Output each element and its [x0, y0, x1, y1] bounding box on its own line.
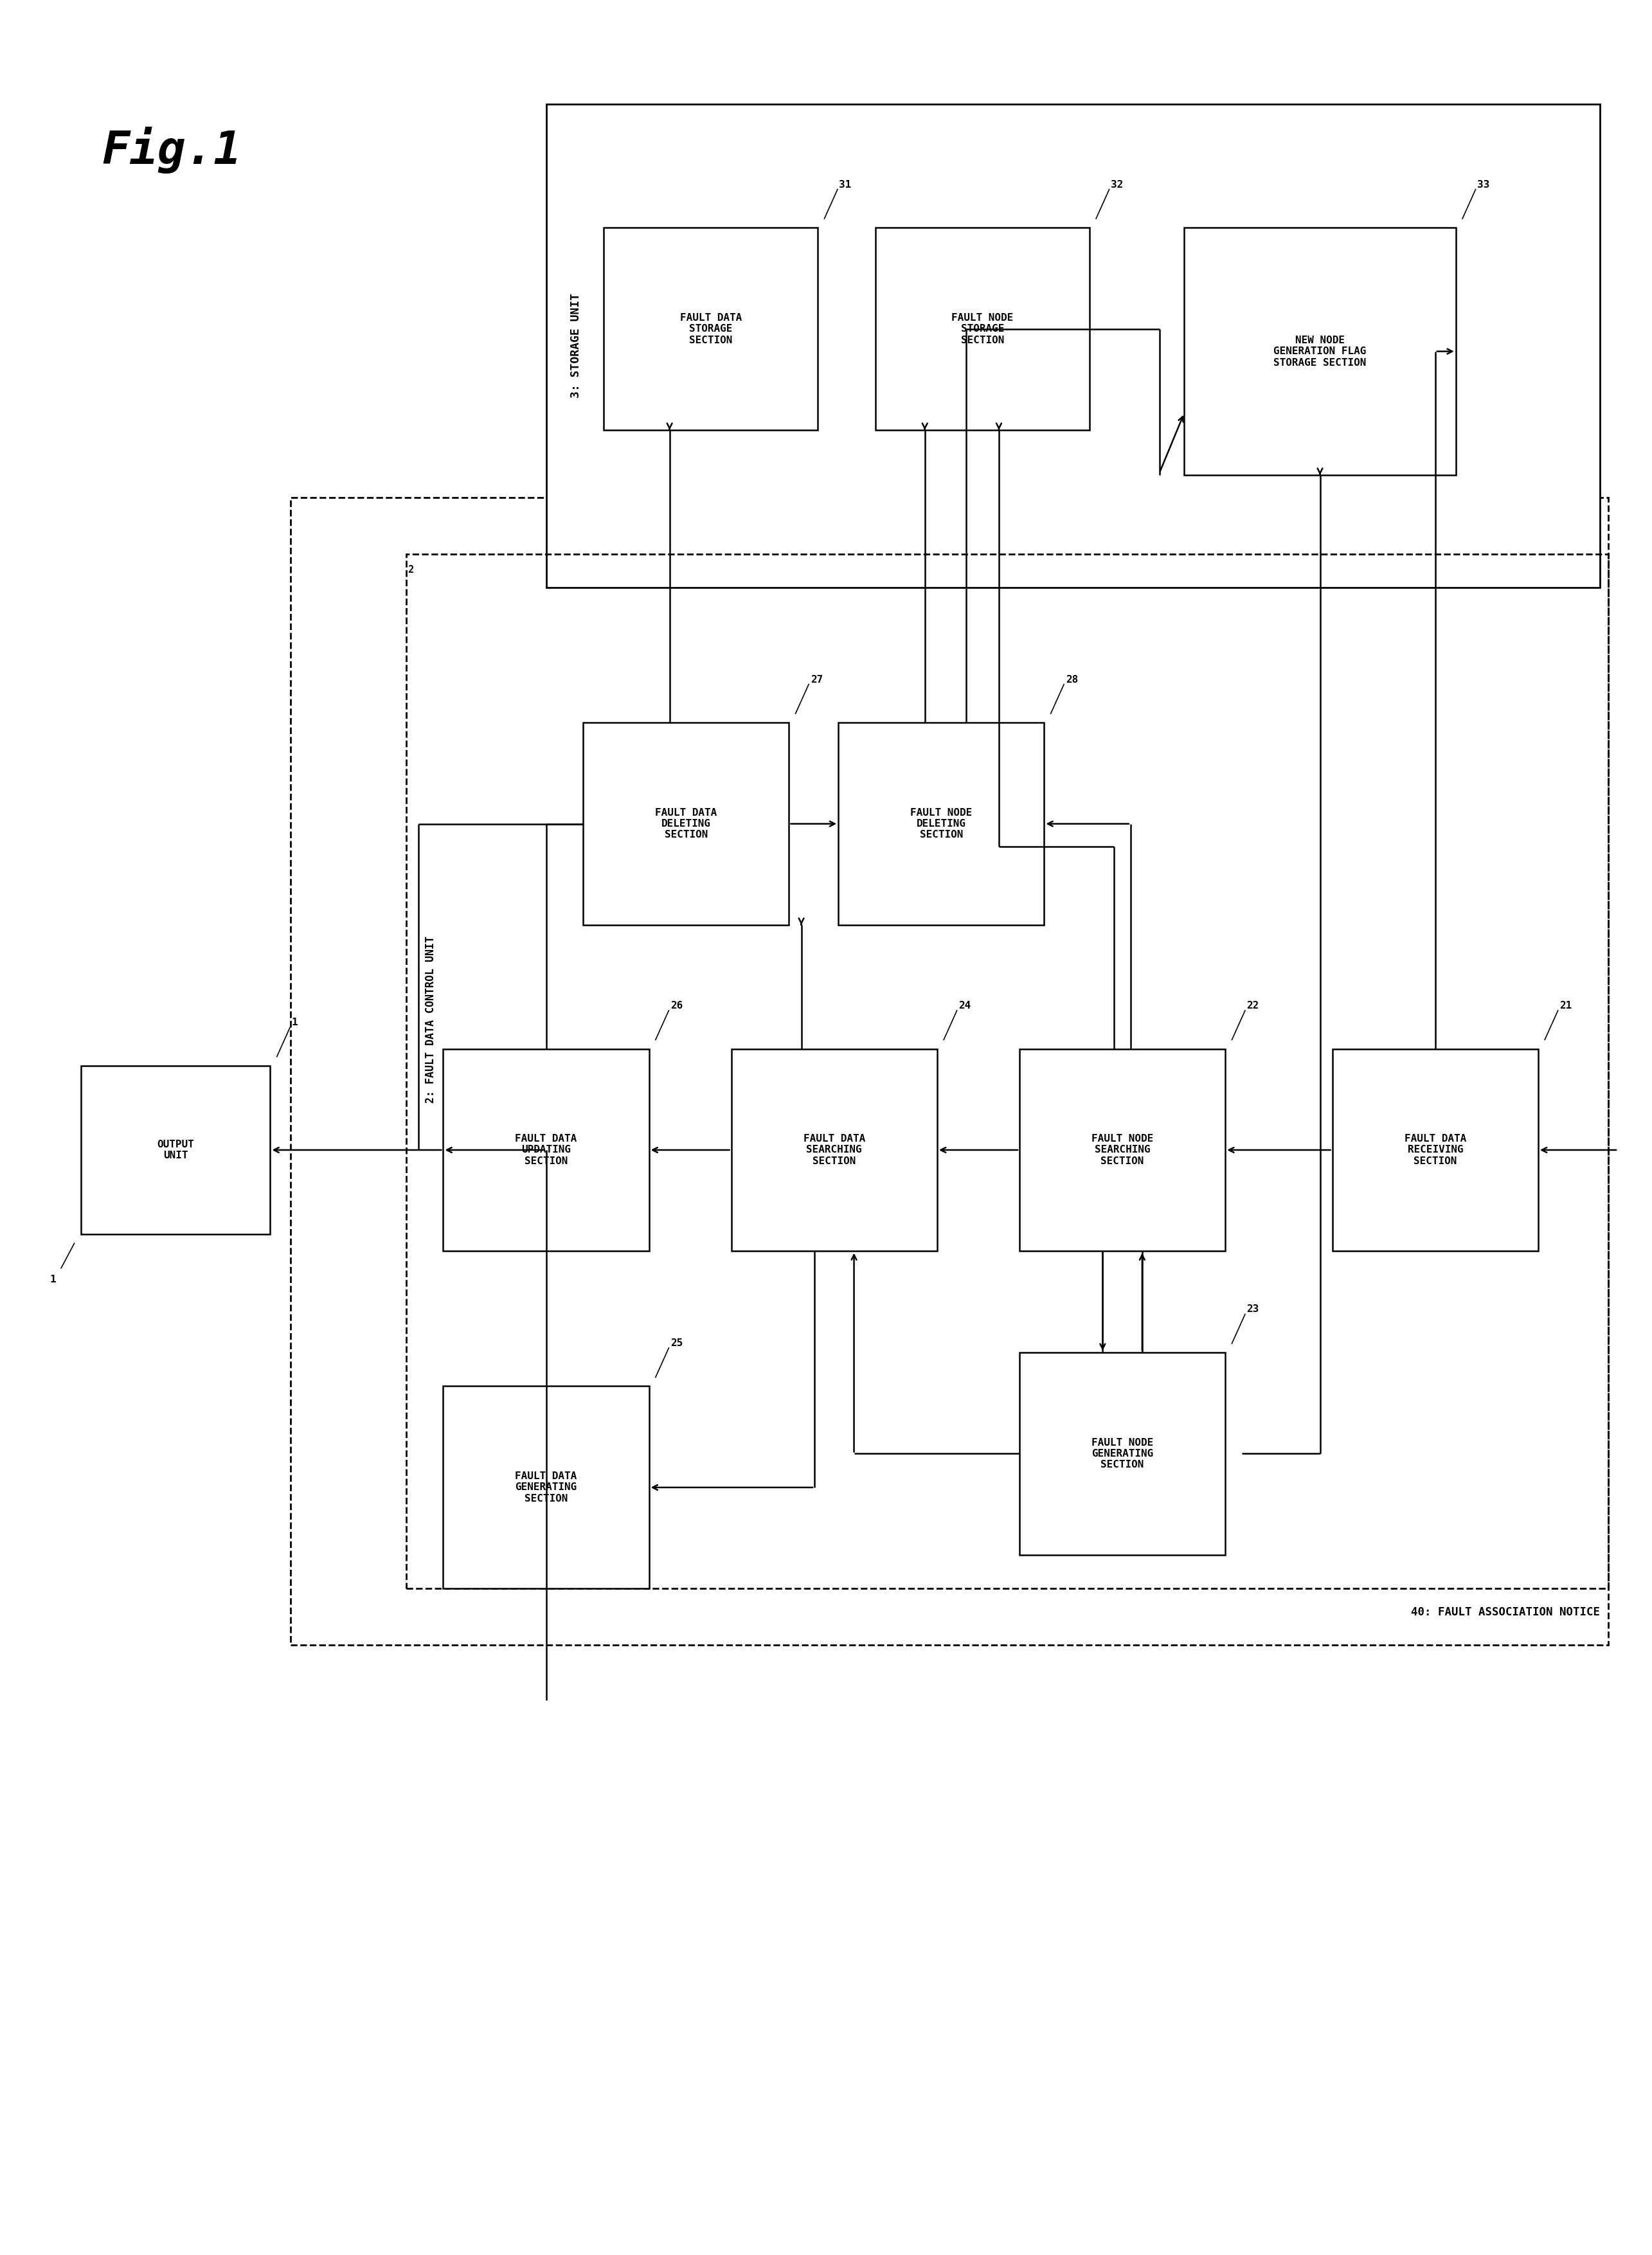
- Text: 2: 2: [408, 566, 413, 575]
- Bar: [732, 1049, 937, 1252]
- Text: FAULT DATA
UPDATING
SECTION: FAULT DATA UPDATING SECTION: [515, 1134, 577, 1166]
- Text: FAULT DATA
RECEIVING
SECTION: FAULT DATA RECEIVING SECTION: [1404, 1134, 1467, 1166]
- Text: 23: 23: [1247, 1306, 1259, 1315]
- Bar: [291, 498, 1607, 1644]
- Text: FAULT NODE
STORAGE
SECTION: FAULT NODE STORAGE SECTION: [952, 313, 1013, 345]
- Bar: [603, 228, 818, 431]
- Text: FAULT NODE
SEARCHING
SECTION: FAULT NODE SEARCHING SECTION: [1092, 1134, 1153, 1166]
- Text: 31: 31: [839, 180, 851, 189]
- Bar: [838, 722, 1044, 925]
- Text: 25: 25: [671, 1337, 682, 1348]
- Text: 40: FAULT ASSOCIATION NOTICE: 40: FAULT ASSOCIATION NOTICE: [1411, 1606, 1599, 1617]
- Text: FAULT DATA
SEARCHING
SECTION: FAULT DATA SEARCHING SECTION: [803, 1134, 866, 1166]
- Bar: [583, 722, 790, 925]
- Text: OUTPUT
UNIT: OUTPUT UNIT: [157, 1139, 195, 1161]
- Bar: [1333, 1049, 1538, 1252]
- Text: 1: 1: [292, 1017, 297, 1028]
- Text: 27: 27: [811, 674, 823, 683]
- Text: 1: 1: [50, 1274, 56, 1285]
- Bar: [1019, 1049, 1226, 1252]
- Bar: [547, 104, 1599, 589]
- Text: 22: 22: [1247, 1001, 1259, 1010]
- Text: 3: STORAGE UNIT: 3: STORAGE UNIT: [570, 293, 582, 399]
- Text: FAULT NODE
GENERATING
SECTION: FAULT NODE GENERATING SECTION: [1092, 1439, 1153, 1470]
- Text: Fig.1: Fig.1: [101, 126, 241, 174]
- Text: FAULT DATA
GENERATING
SECTION: FAULT DATA GENERATING SECTION: [515, 1473, 577, 1504]
- Bar: [443, 1387, 649, 1590]
- Text: FAULT DATA
DELETING
SECTION: FAULT DATA DELETING SECTION: [656, 807, 717, 839]
- Text: FAULT DATA
STORAGE
SECTION: FAULT DATA STORAGE SECTION: [681, 313, 742, 345]
- Text: 24: 24: [958, 1001, 971, 1010]
- Text: 32: 32: [1110, 180, 1123, 189]
- Text: NEW NODE
GENERATION FLAG
STORAGE SECTION: NEW NODE GENERATION FLAG STORAGE SECTION: [1274, 336, 1366, 368]
- Bar: [1184, 228, 1455, 476]
- Text: FAULT NODE
DELETING
SECTION: FAULT NODE DELETING SECTION: [910, 807, 971, 839]
- Bar: [1019, 1353, 1226, 1556]
- Text: 33: 33: [1477, 180, 1490, 189]
- Bar: [876, 228, 1089, 431]
- Text: 28: 28: [1066, 674, 1079, 683]
- Text: 2: FAULT DATA CONTROL UNIT: 2: FAULT DATA CONTROL UNIT: [425, 936, 436, 1103]
- Bar: [406, 555, 1607, 1590]
- Bar: [443, 1049, 649, 1252]
- Text: 21: 21: [1559, 1001, 1573, 1010]
- Bar: [81, 1067, 271, 1233]
- Text: 26: 26: [671, 1001, 682, 1010]
